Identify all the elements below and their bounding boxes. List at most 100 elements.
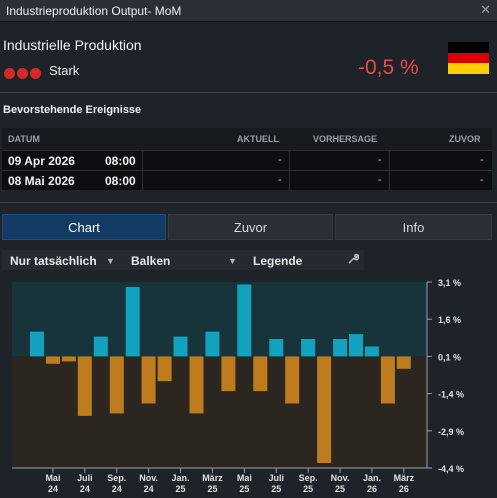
- bar[interactable]: [93, 336, 108, 357]
- bar[interactable]: [141, 356, 156, 404]
- bar[interactable]: [61, 356, 76, 362]
- x-tick-label-month: Sep.: [107, 473, 126, 483]
- chevron-down-icon[interactable]: ▼: [106, 256, 115, 266]
- bar[interactable]: [349, 334, 363, 357]
- bar[interactable]: [125, 287, 140, 357]
- y-tick-label: -4,4 %: [438, 464, 464, 474]
- tab-chart[interactable]: Chart: [2, 214, 166, 240]
- bar-chart: 3,1 %1,6 %0,1 %-1,4 %-2,9 %-4,4 % Mai24J…: [12, 278, 464, 494]
- bar[interactable]: [109, 356, 124, 414]
- impact-dots: [4, 66, 43, 84]
- event-forecast: -: [378, 154, 382, 166]
- positive-area: [12, 282, 427, 357]
- y-tick-label: -1,4 %: [438, 390, 464, 400]
- x-tick-label-year: 24: [48, 484, 58, 494]
- bar[interactable]: [380, 356, 395, 404]
- x-tick-label-month: Mai: [237, 473, 252, 483]
- bar[interactable]: [189, 356, 204, 414]
- x-tick-label-year: 25: [271, 484, 281, 494]
- events-table-header: DATUM AKTUELL VORHERSAGE ZUVOR: [2, 128, 492, 150]
- event-actual: -: [278, 154, 282, 166]
- bar[interactable]: [301, 339, 316, 357]
- indicator-value: -0,5 %: [358, 56, 419, 79]
- bar[interactable]: [173, 336, 188, 357]
- x-tick-label-month: Mai: [45, 473, 60, 483]
- bar[interactable]: [30, 331, 44, 357]
- bar[interactable]: [269, 339, 284, 357]
- x-tick-label-month: März: [202, 473, 223, 483]
- y-tick-label: 3,1 %: [438, 278, 461, 288]
- event-time: 08:00: [105, 154, 136, 168]
- bar[interactable]: [237, 284, 252, 357]
- table-row[interactable]: 09 Apr 2026 08:00 - - -: [2, 150, 492, 171]
- impact-dot-icon: [17, 68, 28, 79]
- x-tick-label-year: 24: [144, 484, 154, 494]
- tab-zuvor[interactable]: Zuvor: [168, 214, 333, 240]
- divider: [0, 92, 497, 93]
- events-section-title: Bevorstehende Ereignisse: [3, 104, 142, 116]
- x-tick-label-year: 25: [239, 484, 249, 494]
- x-tick-label-month: Sep.: [299, 473, 318, 483]
- impact-dot-icon: [4, 68, 15, 79]
- event-previous: -: [480, 174, 484, 186]
- col-actual: AKTUELL: [237, 134, 279, 144]
- x-tick-label-month: Nov.: [139, 473, 158, 483]
- x-tick-label-month: Nov.: [331, 473, 350, 483]
- window-titlebar: Industrieproduktion Output- MoM ✕: [0, 0, 497, 22]
- col-date: DATUM: [8, 134, 40, 144]
- event-time: 08:00: [105, 174, 136, 188]
- filter-dropdown[interactable]: Nur tatsächlich: [10, 254, 97, 268]
- divider: [0, 202, 497, 203]
- chevron-down-icon[interactable]: ▼: [228, 256, 237, 266]
- bar[interactable]: [46, 356, 60, 364]
- x-tick-label-month: Juli: [77, 473, 93, 483]
- bar[interactable]: [77, 356, 92, 416]
- bar[interactable]: [205, 331, 220, 357]
- x-tick-label-year: 24: [112, 484, 122, 494]
- bar[interactable]: [396, 356, 411, 369]
- table-row[interactable]: 08 Mai 2026 08:00 - - -: [2, 170, 492, 191]
- indicator-title: Industrielle Produktion: [3, 37, 142, 53]
- chart-toolbar: Nur tatsächlich ▼ Balken ▼ Legende: [2, 250, 364, 270]
- chart-type-dropdown[interactable]: Balken: [131, 254, 171, 268]
- bar[interactable]: [221, 356, 236, 392]
- x-tick-label-month: Jan.: [363, 473, 381, 483]
- impact-dot-icon: [30, 68, 41, 79]
- x-tick-label-year: 25: [207, 484, 217, 494]
- x-tick-label-month: März: [394, 473, 415, 483]
- germany-flag-icon: [448, 42, 489, 74]
- event-forecast: -: [378, 174, 382, 186]
- y-tick-label: 0,1 %: [438, 352, 461, 362]
- event-date: 08 Mai 2026: [8, 174, 75, 188]
- event-date: 09 Apr 2026: [8, 154, 75, 168]
- wrench-icon[interactable]: [347, 253, 360, 268]
- y-tick-label: -2,9 %: [438, 427, 464, 437]
- col-forecast: VORHERSAGE: [313, 134, 378, 144]
- x-tick-label-year: 25: [176, 484, 186, 494]
- x-tick-label-year: 26: [399, 484, 409, 494]
- col-previous: ZUVOR: [449, 134, 481, 144]
- event-actual: -: [278, 174, 282, 186]
- x-tick-label-month: Jan.: [172, 473, 190, 483]
- tab-info[interactable]: Info: [335, 214, 492, 240]
- bar[interactable]: [285, 356, 300, 404]
- impact-label: Stark: [49, 63, 80, 78]
- x-tick-label-year: 24: [80, 484, 90, 494]
- x-tick-label-month: Juli: [268, 473, 284, 483]
- y-tick-label: 1,6 %: [438, 315, 461, 325]
- legend-button[interactable]: Legende: [253, 254, 303, 268]
- bar[interactable]: [333, 339, 348, 357]
- x-tick-label-year: 25: [335, 484, 345, 494]
- close-icon[interactable]: ✕: [480, 2, 491, 17]
- bar[interactable]: [364, 346, 379, 357]
- events-table: DATUM AKTUELL VORHERSAGE ZUVOR 09 Apr 20…: [2, 128, 492, 191]
- bar[interactable]: [317, 356, 332, 463]
- negative-area: [12, 356, 427, 468]
- window-title: Industrieproduktion Output- MoM: [6, 4, 182, 18]
- x-tick-label-year: 25: [303, 484, 313, 494]
- bar[interactable]: [253, 356, 268, 392]
- event-previous: -: [480, 154, 484, 166]
- tab-bar: Chart Zuvor Info: [2, 214, 492, 240]
- x-tick-label-year: 26: [367, 484, 377, 494]
- bar[interactable]: [157, 356, 172, 382]
